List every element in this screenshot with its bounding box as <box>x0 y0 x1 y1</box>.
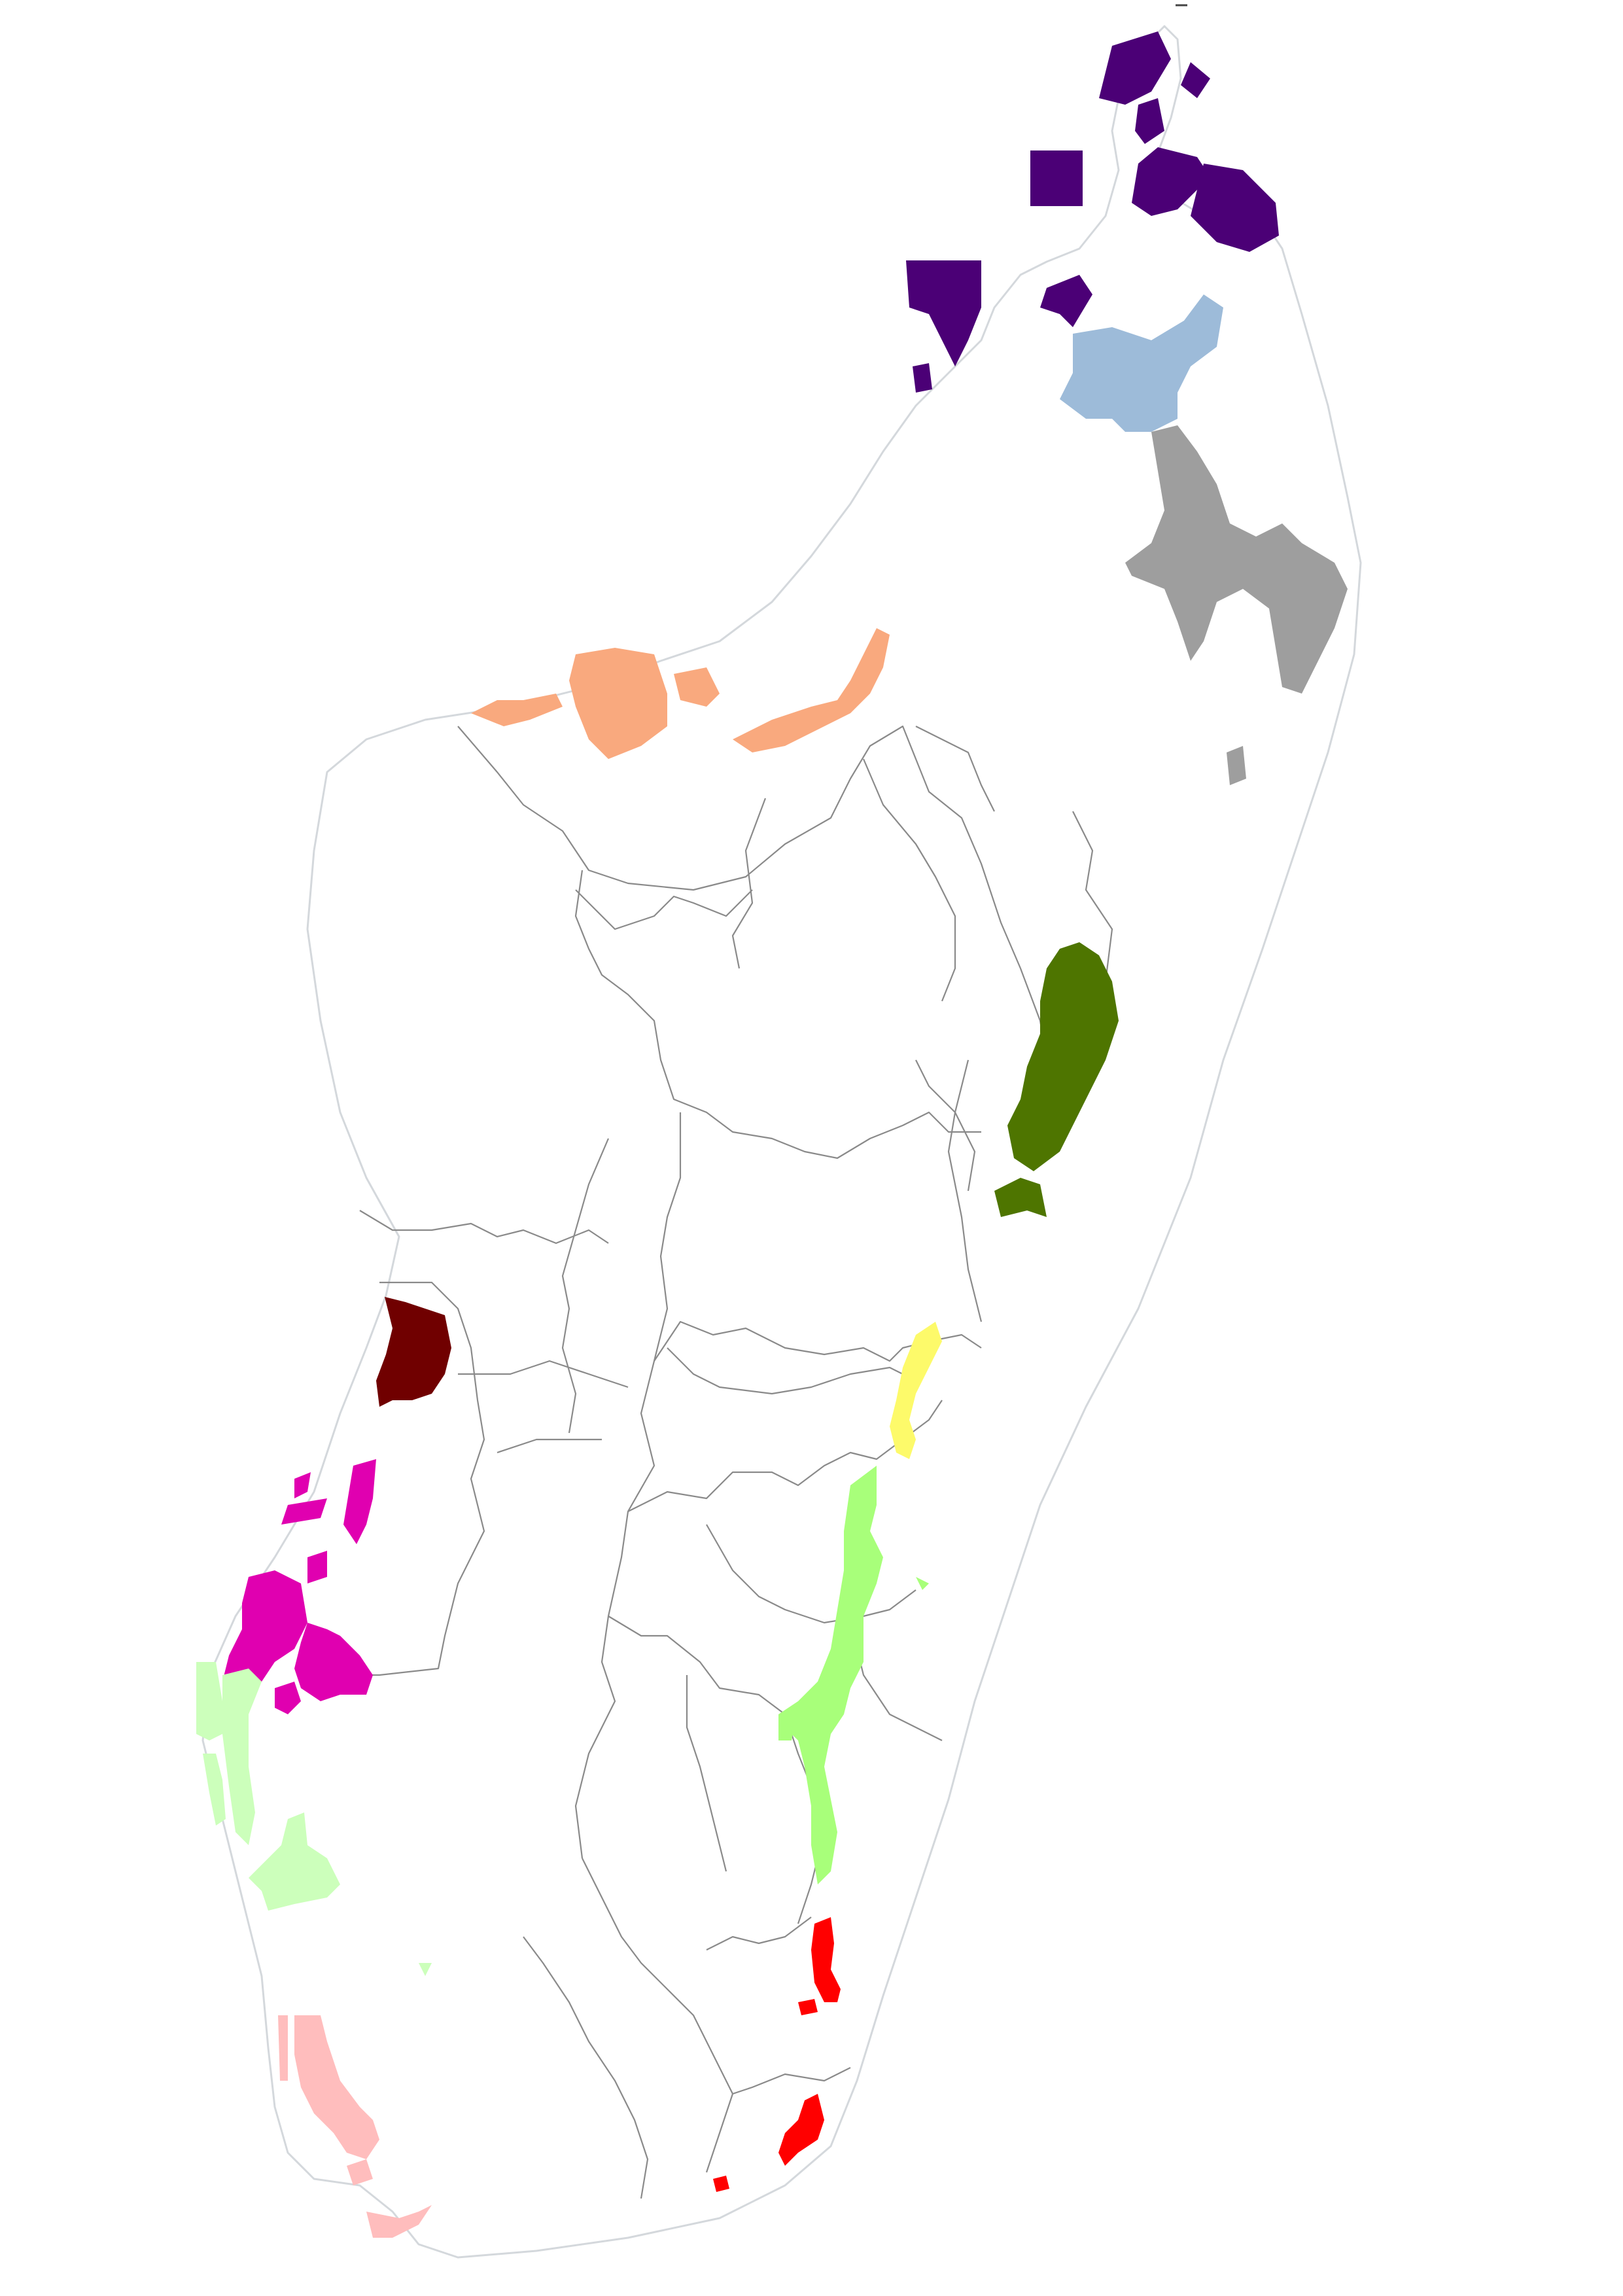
zone-north-west-orange-patch[interactable] <box>733 628 890 752</box>
zone-north-east-gray[interactable] <box>1125 425 1348 694</box>
zone-south-east-red[interactable] <box>713 1917 841 2192</box>
zone-north-tip-patch[interactable] <box>913 363 932 393</box>
zone-south-west-pink-patch[interactable] <box>278 2015 288 2081</box>
zone-south-east-lime[interactable] <box>778 1466 929 1884</box>
zone-east-yellow[interactable] <box>890 1322 942 1459</box>
coastline <box>201 25 1362 2259</box>
zone-south-east-red-patch[interactable] <box>713 2176 729 2192</box>
zone-north-west-orange[interactable] <box>471 628 890 759</box>
zone-east-olive[interactable] <box>994 942 1119 1217</box>
zone-south-east-lime-patch[interactable] <box>778 1708 798 1740</box>
zone-south-west-pale-green[interactable] <box>196 1662 432 1976</box>
zone-south-west-pink-patch[interactable] <box>366 2205 432 2238</box>
zone-north-tip-patch[interactable] <box>1099 31 1171 105</box>
zone-central-west-maroon[interactable] <box>376 1297 451 1407</box>
zone-west-magenta-patch[interactable] <box>307 1551 327 1583</box>
zone-north-west-orange-patch[interactable] <box>471 694 563 726</box>
zone-west-magenta-patch[interactable] <box>294 1623 373 1701</box>
zone-north-tip-patch[interactable] <box>1132 147 1210 216</box>
zone-west-magenta-patch[interactable] <box>222 1570 307 1688</box>
zone-south-west-pale-green-patch[interactable] <box>419 1963 432 1976</box>
zone-south-east-red-patch[interactable] <box>811 1917 841 2002</box>
zone-west-magenta-patch[interactable] <box>343 1459 376 1544</box>
zone-south-east-red-patch[interactable] <box>778 2094 824 2166</box>
zone-south-east-lime-patch[interactable] <box>916 1577 929 1590</box>
zone-south-west-pale-green-patch[interactable] <box>196 1662 222 1740</box>
zone-west-magenta[interactable] <box>222 1459 376 1714</box>
zone-south-west-pale-green-patch[interactable] <box>203 1754 226 1826</box>
zone-north-tip-patch[interactable] <box>1040 275 1092 327</box>
zone-north-west-orange-patch[interactable] <box>569 648 667 759</box>
zone-south-east-lime-patch[interactable] <box>778 1466 883 1884</box>
region-boundaries <box>340 725 1113 2199</box>
zone-north-tip-patch[interactable] <box>1191 164 1279 252</box>
zone-north-tip-patch[interactable] <box>1030 150 1083 206</box>
zone-north-west-orange-patch[interactable] <box>674 667 720 707</box>
zone-north-tip-patch[interactable] <box>906 260 981 366</box>
zone-south-west-pink[interactable] <box>278 2015 432 2238</box>
zone-north-east-gray-patch[interactable] <box>1227 746 1246 785</box>
zone-south-west-pale-green-patch[interactable] <box>249 1812 340 1911</box>
zone-west-magenta-patch[interactable] <box>294 1472 311 1498</box>
zone-south-west-pale-green-patch[interactable] <box>222 1669 262 1845</box>
zone-north-tip-patch[interactable] <box>1135 98 1164 144</box>
zone-west-magenta-patch[interactable] <box>281 1498 327 1525</box>
zone-west-magenta-patch[interactable] <box>275 1682 301 1714</box>
zone-south-east-red-patch[interactable] <box>798 1999 818 2015</box>
zone-south-west-pink-patch[interactable] <box>294 2015 379 2159</box>
zone-north-tip[interactable] <box>906 31 1279 393</box>
zone-east-olive-patch[interactable] <box>1007 942 1119 1171</box>
zone-south-west-pink-patch[interactable] <box>347 2159 373 2185</box>
zone-north-east-blue[interactable] <box>1060 294 1223 432</box>
zone-east-olive-patch[interactable] <box>994 1178 1047 1217</box>
zone-north-tip-patch[interactable] <box>1181 62 1210 98</box>
